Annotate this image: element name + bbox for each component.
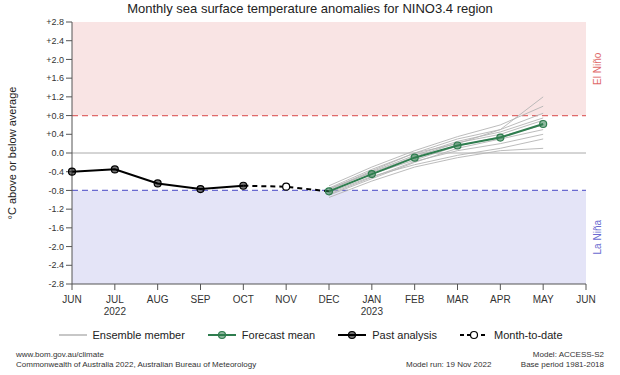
- svg-text:-1.6: -1.6: [48, 223, 64, 233]
- svg-text:MAY: MAY: [533, 294, 554, 305]
- html-text:Base period 1981-2018: Base period 1981-2018: [520, 360, 604, 369]
- svg-text:La Niña: La Niña: [592, 220, 603, 255]
- svg-text:-0.4: -0.4: [48, 167, 64, 177]
- html-text:www.bom.gov.au/climate: www.bom.gov.au/climate: [16, 350, 104, 359]
- svg-text:+0.4: +0.4: [46, 129, 64, 139]
- svg-text:+1.6: +1.6: [46, 73, 64, 83]
- html-text:Month-to-date: Month-to-date: [494, 329, 563, 341]
- svg-text:2022: 2022: [104, 306, 127, 317]
- svg-text:+2.4: +2.4: [46, 36, 64, 46]
- svg-text:+0.8: +0.8: [46, 111, 64, 121]
- html-text:Commonwealth of Australia 2022: Commonwealth of Australia 2022, Australi…: [16, 360, 257, 369]
- svg-text:JUN: JUN: [62, 294, 81, 305]
- svg-text:-2.0: -2.0: [48, 242, 64, 252]
- svg-text:-2.4: -2.4: [48, 260, 64, 270]
- svg-text:MAR: MAR: [446, 294, 468, 305]
- html-text:Past analysis: Past analysis: [372, 329, 437, 341]
- svg-text:AUG: AUG: [147, 294, 169, 305]
- svg-text:JAN: JAN: [362, 294, 381, 305]
- html-text:Monthly sea surface temperatur: Monthly sea surface temperature anomalie…: [127, 1, 493, 16]
- svg-text:°C above or below average: °C above or below average: [8, 87, 18, 220]
- svg-text:+1.2: +1.2: [46, 92, 64, 102]
- svg-text:NOV: NOV: [275, 294, 297, 305]
- svg-text:-2.8: -2.8: [48, 279, 64, 289]
- svg-text:-0.8: -0.8: [48, 186, 64, 196]
- svg-text:APR: APR: [490, 294, 511, 305]
- svg-text:JUL: JUL: [106, 294, 124, 305]
- svg-text:SEP: SEP: [190, 294, 210, 305]
- html-text:Model: ACCESS-S2: Model: ACCESS-S2: [532, 350, 604, 359]
- svg-text:DEC: DEC: [318, 294, 339, 305]
- svg-text:OCT: OCT: [233, 294, 254, 305]
- html-text:Ensemble member: Ensemble member: [92, 329, 185, 341]
- svg-text:0.0: 0.0: [51, 148, 64, 158]
- svg-text:El Niño: El Niño: [592, 52, 603, 85]
- svg-text:JUN: JUN: [576, 294, 595, 305]
- svg-text:+2.8: +2.8: [46, 18, 64, 27]
- html-text:Model run: 19 Nov 2022: Model run: 19 Nov 2022: [406, 360, 492, 369]
- svg-text:+2.0: +2.0: [46, 55, 64, 65]
- svg-text:2023: 2023: [361, 306, 384, 317]
- html-text:Forecast mean: Forecast mean: [241, 329, 316, 341]
- svg-text:-1.2: -1.2: [48, 204, 64, 214]
- svg-text:FEB: FEB: [405, 294, 425, 305]
